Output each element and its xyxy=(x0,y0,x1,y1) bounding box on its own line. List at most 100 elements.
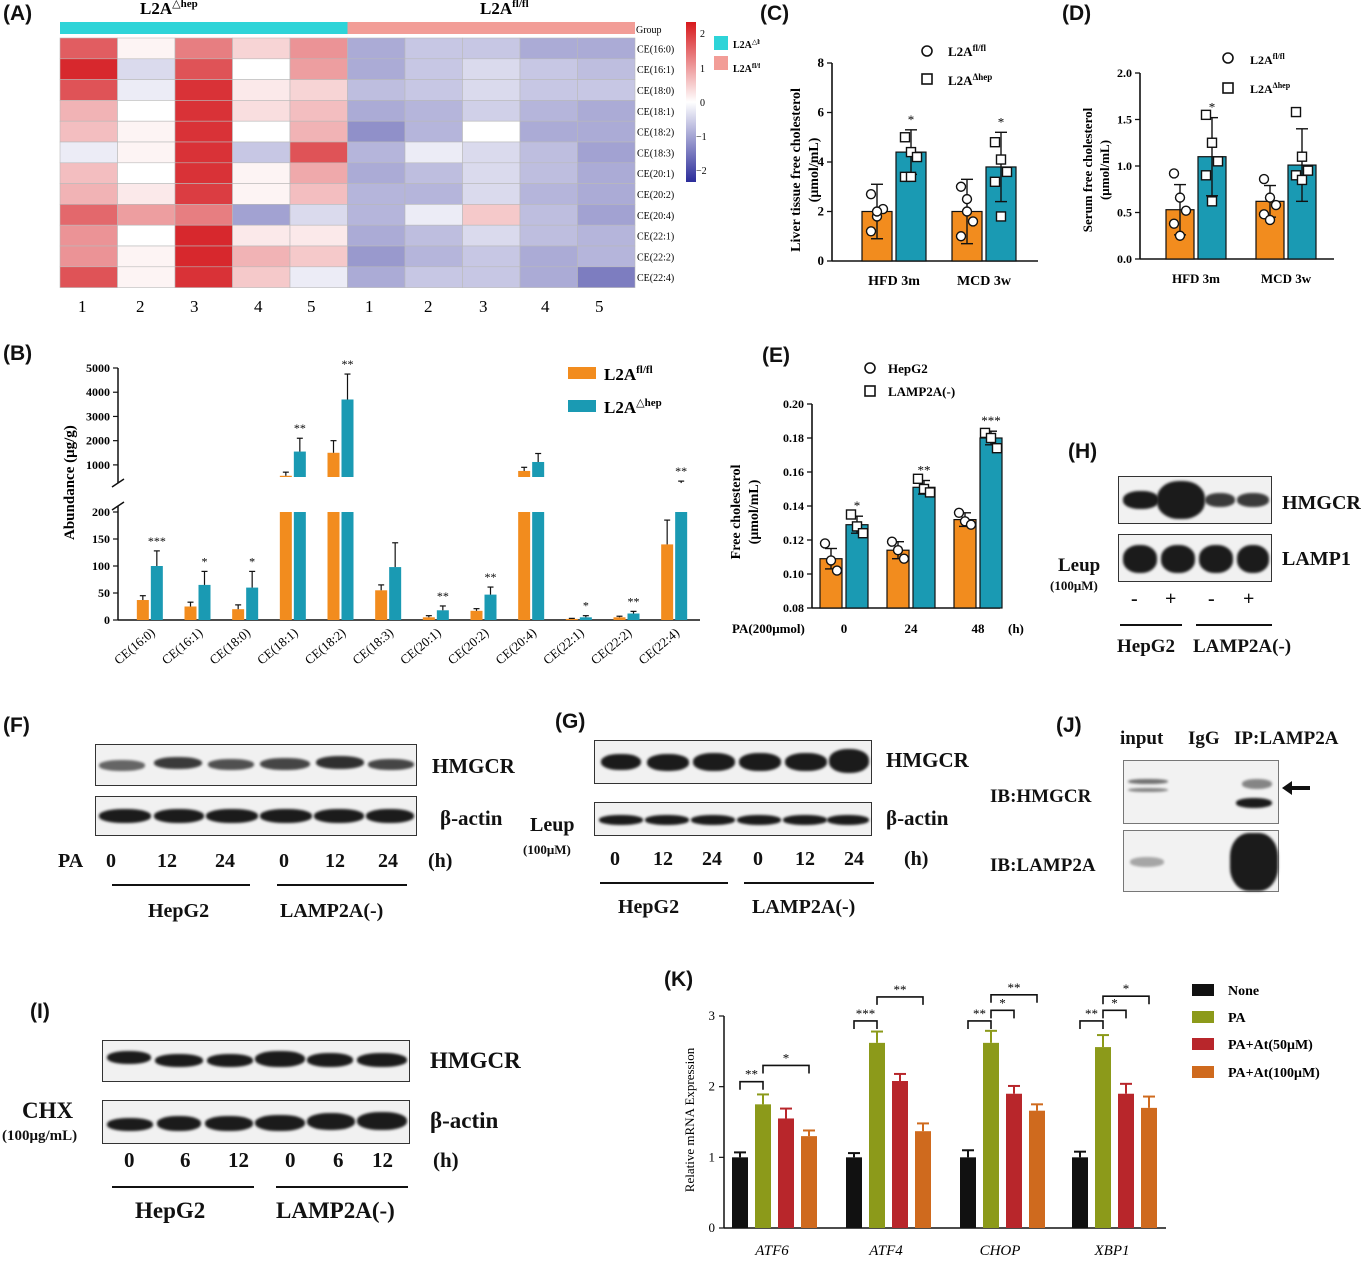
x-tick-label: CE(22:2) xyxy=(588,625,635,668)
group-annotation-cell xyxy=(405,22,463,34)
data-point xyxy=(995,154,1007,165)
heatmap-cell xyxy=(462,162,521,184)
heatmap-cell xyxy=(289,245,348,268)
y-tick-label: 0 xyxy=(709,1220,716,1235)
y-tick-label: 0.12 xyxy=(783,533,804,547)
bar xyxy=(1006,1093,1022,1228)
x-tick-label: ATF6 xyxy=(754,1243,789,1259)
bar xyxy=(960,1157,976,1228)
bar xyxy=(375,590,388,620)
y-tick-label: 1000 xyxy=(86,458,110,472)
panel-label-j: (J) xyxy=(1056,714,1082,737)
y-tick-label: 1.5 xyxy=(1117,113,1132,127)
bar xyxy=(675,512,688,620)
y-axis-label-c: Liver tissue free cholesterol (μmol/mL) xyxy=(789,88,822,252)
y-tick-label: 0.08 xyxy=(783,601,804,615)
unit-label-i: (h) xyxy=(433,1148,459,1172)
sign-label-h: + xyxy=(1165,588,1177,610)
legend-flfl-c: L2Afl/fl xyxy=(948,43,987,59)
time-label-i: 6 xyxy=(180,1148,191,1172)
bar xyxy=(136,600,149,620)
heatmap-row-label: CE(16:0) xyxy=(637,44,674,55)
significance-label: ** xyxy=(1008,980,1021,995)
y-tick-label: 0.5 xyxy=(1117,206,1132,220)
y-tick-label: 200 xyxy=(92,505,110,519)
significance-bracket xyxy=(990,994,1038,1003)
data-point xyxy=(1290,106,1302,118)
heatmap-cell xyxy=(289,37,348,60)
x-tick-label: HFD 3m xyxy=(868,274,920,289)
heatmap-cell xyxy=(117,183,176,205)
heatmap-cell xyxy=(59,245,118,268)
heatmap-cell xyxy=(117,266,176,288)
significance-label: ** xyxy=(918,463,931,478)
heatmap-row-label: CE(16:1) xyxy=(637,65,674,76)
data-point xyxy=(967,216,979,227)
time-label-i: 6 xyxy=(333,1148,344,1172)
heatmap-cell xyxy=(519,183,578,205)
legend-marker-hep-d xyxy=(1222,82,1234,94)
heatmap-cell xyxy=(404,79,463,101)
y-tick-label: 5000 xyxy=(86,361,110,375)
heatmap-cell xyxy=(232,58,291,80)
x-tick-label: MCD 3w xyxy=(957,274,1012,289)
y-tick-label: 0.16 xyxy=(783,465,804,479)
data-point xyxy=(912,473,924,485)
blot-hmgcr-f xyxy=(95,744,417,786)
y-tick-label: 0 xyxy=(818,253,825,268)
heatmap-cell xyxy=(404,224,463,247)
data-point xyxy=(1174,230,1186,241)
bar xyxy=(198,584,211,620)
heatmap-cell xyxy=(59,266,118,288)
significance-label: * xyxy=(249,554,255,568)
bar xyxy=(341,512,354,620)
significance-label: *** xyxy=(148,534,166,548)
heatmap-row-label: CE(20:2) xyxy=(637,190,674,201)
heatmap-cell xyxy=(232,37,291,60)
bar xyxy=(846,1157,862,1228)
legend-at100-k: PA+At(100μM) xyxy=(1228,1066,1320,1081)
bar xyxy=(1118,1093,1134,1228)
heatmap-cell xyxy=(174,162,233,184)
significance-label: ** xyxy=(973,1006,986,1021)
group-annotation-cell xyxy=(520,22,578,34)
time-label-i: 0 xyxy=(285,1148,296,1172)
heatmap-cell xyxy=(59,100,118,122)
bar xyxy=(279,475,292,477)
legend-marker-flfl-d xyxy=(1222,52,1234,64)
heatmap-cell xyxy=(117,245,176,268)
heatmap-cell xyxy=(174,204,233,226)
bar xyxy=(389,567,402,620)
heatmap-cell xyxy=(174,183,233,205)
ib-label-lamp2a-j: IB:LAMP2A xyxy=(990,855,1096,876)
colorbar-tick: −1 xyxy=(696,132,707,143)
cell-label-lamp2a-i: LAMP2A(-) xyxy=(276,1198,395,1223)
treatment-label-f: PA xyxy=(58,850,84,872)
colorbar-tick: 0 xyxy=(700,98,705,109)
colorbar xyxy=(686,22,696,182)
legend-hep-c: L2AΔhep xyxy=(948,72,992,88)
heatmap-cell xyxy=(577,37,636,60)
heatmap-cell xyxy=(59,204,118,226)
heatmap-cell xyxy=(347,245,406,268)
cell-label-lamp2a-f: LAMP2A(-) xyxy=(280,900,384,922)
time-label-g: 0 xyxy=(610,848,620,870)
data-point xyxy=(1212,156,1224,167)
data-point xyxy=(857,527,869,539)
group-annotation-cell xyxy=(577,22,635,34)
y-tick-label: 1 xyxy=(709,1149,716,1164)
treatment-label-g: Leup xyxy=(530,814,575,836)
time-label-g: 12 xyxy=(795,848,815,870)
significance-label: * xyxy=(1111,995,1118,1010)
significance-bracket xyxy=(1079,1020,1104,1029)
heatmap-cell xyxy=(117,100,176,122)
y-tick-label: 2.0 xyxy=(1117,66,1132,80)
bar-chart-panel-d: 0.0 0.5 1.0 1.5 2.0 * HFD 3m MCD 3w Serum free … xyxy=(1080,52,1334,286)
group-row-label: Group xyxy=(636,25,662,36)
legend-pa-k: PA xyxy=(1228,1011,1247,1026)
group-annotation-cell xyxy=(347,22,405,34)
cell-label-hepg2-i: HepG2 xyxy=(135,1198,206,1223)
heatmap-cell xyxy=(174,245,233,268)
blot-hmgcr-j xyxy=(1123,760,1279,824)
legend-flfl: L2Afl/fl xyxy=(733,62,760,75)
